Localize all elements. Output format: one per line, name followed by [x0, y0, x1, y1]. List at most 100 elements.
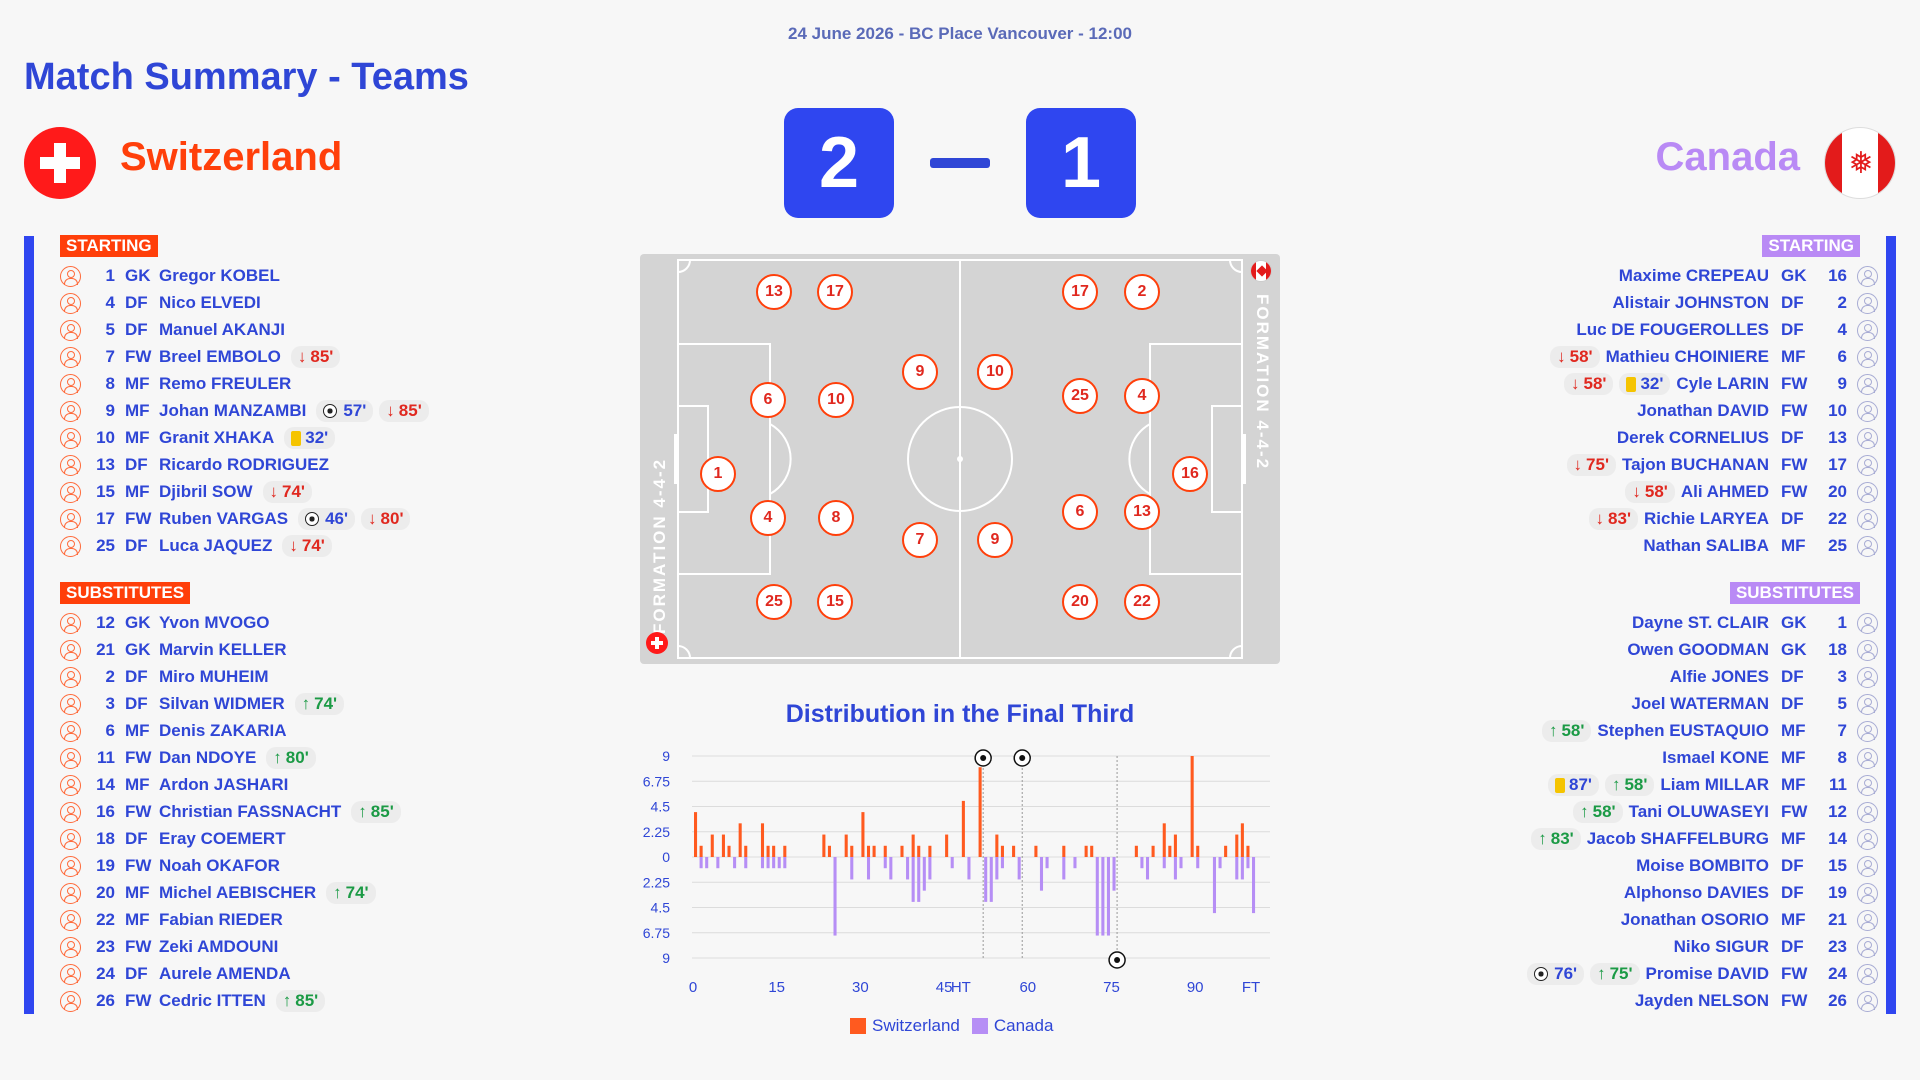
- player-position: DF: [125, 293, 148, 312]
- player-row[interactable]: 6 MF Denis ZAKARIA: [60, 719, 297, 743]
- player-row[interactable]: Moise BOMBITO DF 15: [1636, 854, 1878, 878]
- player-position: FW: [1781, 964, 1808, 983]
- player-row[interactable]: ↑ 83' Jacob SHAFFELBURG MF 14: [1531, 827, 1878, 851]
- player-row[interactable]: Alphonso DAVIES DF 19: [1624, 881, 1878, 905]
- player-row[interactable]: 21 GK Marvin KELLER: [60, 638, 297, 662]
- bar-canada: [1240, 857, 1244, 880]
- player-row[interactable]: 1 GK Gregor KOBEL: [60, 264, 290, 288]
- player-row[interactable]: 19 FW Noah OKAFOR: [60, 854, 290, 878]
- event-in: ↑ 58': [1604, 774, 1655, 796]
- bar-canada: [1145, 857, 1150, 880]
- player-row[interactable]: 76' ↑ 75' Promise DAVID FW 24: [1527, 962, 1878, 986]
- player-avatar-icon: [1857, 481, 1878, 503]
- player-row[interactable]: Derek CORNELIUS DF 13: [1617, 426, 1878, 450]
- player-row[interactable]: 4 DF Nico ELVEDI: [60, 291, 271, 315]
- player-row[interactable]: 2 DF Miro MUHEIM: [60, 665, 279, 689]
- bar-switzerland: [694, 812, 698, 857]
- player-row[interactable]: Ismael KONE MF 8: [1662, 746, 1878, 770]
- player-row[interactable]: 14 MF Ardon JASHARI: [60, 773, 298, 797]
- player-name: Alfie JONES: [1669, 667, 1769, 686]
- player-row[interactable]: 13 DF Ricardo RODRIGUEZ: [60, 453, 339, 477]
- player-row[interactable]: ↓ 58' Mathieu CHOINIERE MF 6: [1550, 345, 1878, 369]
- player-row[interactable]: 7 FW Breel EMBOLO ↓ 85': [60, 345, 346, 369]
- goal-ball-icon: [323, 404, 338, 418]
- player-row[interactable]: 20 MF Michel AEBISCHER ↑ 74': [60, 881, 382, 905]
- player-row[interactable]: Alfie JONES DF 3: [1670, 665, 1878, 689]
- bar-canada: [777, 857, 781, 869]
- player-row[interactable]: 25 DF Luca JAQUEZ ↓ 74': [60, 534, 338, 558]
- player-number: 19: [1828, 883, 1847, 902]
- player-name: Dayne ST. CLAIR: [1632, 613, 1769, 632]
- player-row[interactable]: ↓ 75' Tajon BUCHANAN FW 17: [1566, 453, 1878, 477]
- player-name: Marvin KELLER: [159, 640, 287, 659]
- x-tick-label: 60: [1019, 979, 1036, 996]
- player-row[interactable]: 24 DF Aurele AMENDA: [60, 962, 301, 986]
- player-position: DF: [1781, 428, 1804, 447]
- player-number: 7: [105, 347, 115, 366]
- bar-switzerland: [995, 834, 999, 857]
- chart-title: Distribution in the Final Third: [785, 700, 1135, 728]
- event-out: ↓ 58': [1550, 346, 1600, 368]
- player-avatar-icon: [60, 855, 81, 877]
- player-row[interactable]: 9 MF Johan MANZAMBI 57' ↓ 85': [60, 399, 435, 423]
- player-row[interactable]: Alistair JOHNSTON DF 2: [1612, 291, 1878, 315]
- player-row[interactable]: ↑ 58' Stephen EUSTAQUIO MF 7: [1541, 719, 1878, 743]
- player-row[interactable]: Luc DE FOUGEROLLES DF 4: [1576, 318, 1878, 342]
- player-row[interactable]: Jayden NELSON FW 26: [1635, 989, 1878, 1013]
- player-row[interactable]: 12 GK Yvon MVOGO: [60, 611, 280, 635]
- player-row[interactable]: 87' ↑ 58' Liam MILLAR MF 11: [1547, 773, 1878, 797]
- player-row[interactable]: 26 FW Cedric ITTEN ↑ 85': [60, 989, 331, 1013]
- player-row[interactable]: Dayne ST. CLAIR GK 1: [1632, 611, 1878, 635]
- player-avatar-icon: [1857, 936, 1878, 958]
- player-name: Alphonso DAVIES: [1623, 883, 1769, 902]
- player-row[interactable]: Niko SIGUR DF 23: [1674, 935, 1878, 959]
- player-row[interactable]: 8 MF Remo FREULER: [60, 372, 301, 396]
- player-number: 25: [1828, 536, 1847, 555]
- player-name: Ruben VARGAS: [159, 509, 289, 528]
- player-row[interactable]: Maxime CREPEAU GK 16: [1619, 264, 1878, 288]
- player-row[interactable]: ↓ 83' Richie LARYEA DF 22: [1588, 507, 1878, 531]
- pitch-player-home: 9: [977, 522, 1013, 558]
- player-row[interactable]: 22 MF Fabian RIEDER: [60, 908, 293, 932]
- player-avatar-icon: [60, 720, 81, 742]
- canada-flag-icon: ❅: [1824, 127, 1896, 199]
- event-minute: 80': [380, 509, 404, 528]
- bar-canada: [716, 857, 720, 869]
- player-row[interactable]: 3 DF Silvan WIDMER ↑ 74': [60, 692, 350, 716]
- player-name: Dan NDOYE: [159, 748, 257, 767]
- player-row[interactable]: 5 DF Manuel AKANJI: [60, 318, 295, 342]
- player-row[interactable]: ↓ 58' Ali AHMED FW 20: [1625, 480, 1878, 504]
- player-position: MF: [1781, 748, 1806, 767]
- event-out: ↓ 74': [282, 535, 332, 557]
- player-number: 18: [1828, 640, 1847, 659]
- player-avatar-icon: [1857, 801, 1878, 823]
- player-avatar-icon: [60, 535, 81, 557]
- player-row[interactable]: 11 FW Dan NDOYE ↑ 80': [60, 746, 322, 770]
- player-position: DF: [125, 455, 148, 474]
- player-row[interactable]: 16 FW Christian FASSNACHT ↑ 85': [60, 800, 407, 824]
- player-position: DF: [125, 694, 148, 713]
- player-row[interactable]: Nathan SALIBA MF 25: [1643, 534, 1878, 558]
- player-row[interactable]: ↓ 58' 32' Cyle LARIN FW 9: [1564, 372, 1878, 396]
- player-avatar-icon: [1857, 747, 1878, 769]
- player-row[interactable]: 18 DF Eray COEMERT: [60, 827, 296, 851]
- player-position: GK: [1781, 640, 1807, 659]
- y-tick-label: 0: [662, 849, 670, 865]
- player-row[interactable]: ↑ 58' Tani OLUWASEYI FW 12: [1573, 800, 1878, 824]
- player-row[interactable]: 23 FW Zeki AMDOUNI: [60, 935, 288, 959]
- player-position: FW: [125, 937, 152, 956]
- player-row[interactable]: 10 MF Granit XHAKA 32': [60, 426, 341, 450]
- player-number: 20: [1828, 482, 1847, 501]
- home-team-name: Switzerland: [120, 135, 343, 179]
- player-name: Jonathan DAVID: [1637, 401, 1769, 420]
- player-avatar-icon: [60, 481, 81, 503]
- page-title: Match Summary - Teams: [24, 56, 469, 98]
- player-row[interactable]: 15 MF Djibril SOW ↓ 74': [60, 480, 318, 504]
- bar-canada: [744, 857, 748, 869]
- bar-switzerland: [978, 767, 982, 857]
- player-row[interactable]: Joel WATERMAN DF 5: [1631, 692, 1878, 716]
- player-row[interactable]: 17 FW Ruben VARGAS 46' ↓ 80': [60, 507, 416, 531]
- player-row[interactable]: Owen GOODMAN GK 18: [1627, 638, 1878, 662]
- player-row[interactable]: Jonathan DAVID FW 10: [1637, 399, 1878, 423]
- player-row[interactable]: Jonathan OSORIO MF 21: [1621, 908, 1878, 932]
